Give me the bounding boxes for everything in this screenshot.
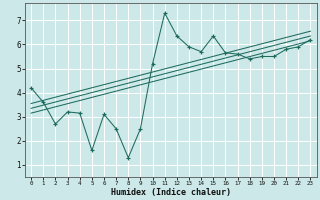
X-axis label: Humidex (Indice chaleur): Humidex (Indice chaleur) (111, 188, 231, 197)
